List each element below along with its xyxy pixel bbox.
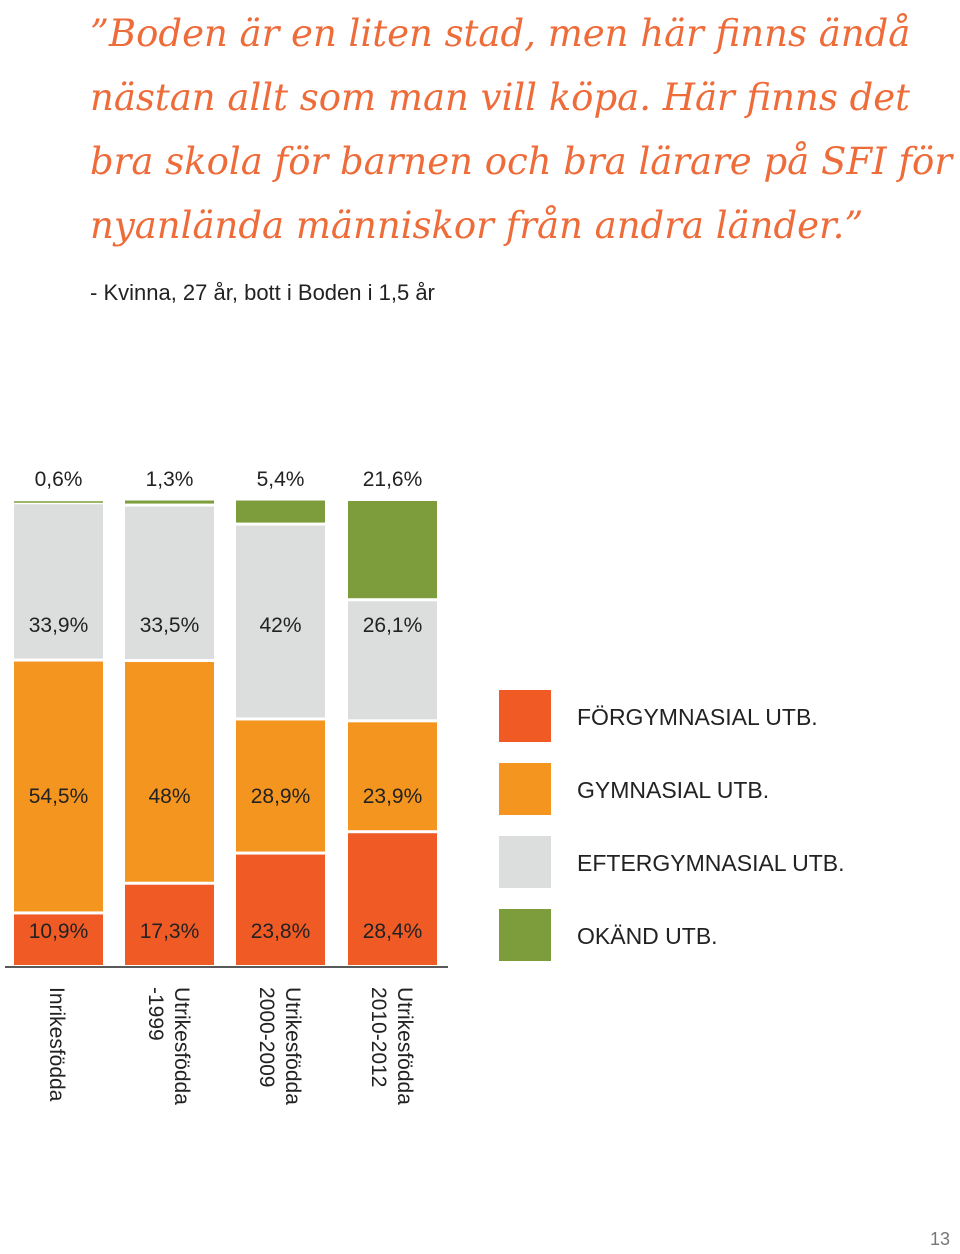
data-label: 42% <box>259 614 301 637</box>
bar-segment-förgymnasial-utb <box>14 914 103 965</box>
data-label: 48% <box>148 785 190 808</box>
quote-attribution: - Kvinna, 27 år, bott i Boden i 1,5 år <box>90 280 435 305</box>
data-label: 1,3% <box>146 468 194 491</box>
category-label-line: -1999 <box>144 987 167 1041</box>
page-number: 13 <box>929 1229 950 1249</box>
data-label: 23,8% <box>251 920 311 943</box>
bar-segment-eftergymnasial-utb <box>236 525 325 718</box>
data-label: 10,9% <box>29 920 89 943</box>
bar-segment-förgymnasial-utb <box>125 884 214 965</box>
legend-swatch <box>499 836 551 888</box>
data-label: 33,5% <box>140 614 200 637</box>
quote-line: nyanlända människor från andra länder.” <box>90 204 864 247</box>
education-stacked-bar-chart: 10,9% 17,3% 23,8% 28,4% 54,5% 48% 28,9% 23,9% 33… <box>5 468 845 1105</box>
bar-segment-eftergymnasial-utb <box>348 601 437 720</box>
category-label: Utrikesfödda-1999 <box>144 987 193 1105</box>
legend-swatch <box>499 909 551 961</box>
data-label: 33,9% <box>29 614 89 637</box>
data-label: 23,9% <box>363 785 423 808</box>
bar-segment-okänd-utb <box>236 500 325 523</box>
legend-label: FÖRGYMNASIAL UTB. <box>577 704 818 730</box>
bar-segment-okänd-utb <box>125 500 214 504</box>
data-label: 28,4% <box>363 920 423 943</box>
legend-label: EFTERGYMNASIAL UTB. <box>577 850 845 876</box>
category-label-line: 2010-2012 <box>367 987 390 1087</box>
data-label: 17,3% <box>140 920 200 943</box>
legend-swatch <box>499 763 551 815</box>
testimonial-quote: ”Boden är en liten stad, men här finns ä… <box>90 2 953 258</box>
legend-label: OKÄND UTB. <box>577 923 718 949</box>
bar-segment-förgymnasial-utb <box>348 833 437 965</box>
legend-label: GYMNASIAL UTB. <box>577 777 769 803</box>
category-label-line: 2000-2009 <box>255 987 278 1087</box>
bar-segment-gymnasial-utb <box>348 722 437 831</box>
bar-segment-eftergymnasial-utb <box>14 504 103 659</box>
quote-line: bra skola för barnen och bra lärare på S… <box>90 140 953 183</box>
bar-segment-gymnasial-utb <box>236 720 325 852</box>
bar-segment-gymnasial-utb <box>14 661 103 912</box>
bar-segment-okänd-utb <box>14 501 103 503</box>
category-label-line: Utrikesfödda <box>393 987 416 1105</box>
data-label: 5,4% <box>257 468 305 491</box>
bar-segment-okänd-utb <box>348 501 437 599</box>
category-label-line: Utrikesfödda <box>281 987 304 1105</box>
data-label: 21,6% <box>363 468 423 491</box>
category-label-line: Utrikesfödda <box>170 987 193 1105</box>
category-label: Inrikesfödda <box>45 987 68 1102</box>
quote-line: ”Boden är en liten stad, men här finns ä… <box>90 12 911 55</box>
data-label: 0,6% <box>35 468 83 491</box>
data-label: 54,5% <box>29 785 89 808</box>
category-label-line: Inrikesfödda <box>45 987 68 1102</box>
bar-segment-eftergymnasial-utb <box>125 506 214 660</box>
legend-swatch <box>499 690 551 742</box>
quote-line: nästan allt som man vill köpa. Här finns… <box>90 76 911 119</box>
data-label: 26,1% <box>363 614 423 637</box>
bar-segment-förgymnasial-utb <box>236 854 325 965</box>
data-label: 28,9% <box>251 785 311 808</box>
bar-segment-gymnasial-utb <box>125 662 214 882</box>
